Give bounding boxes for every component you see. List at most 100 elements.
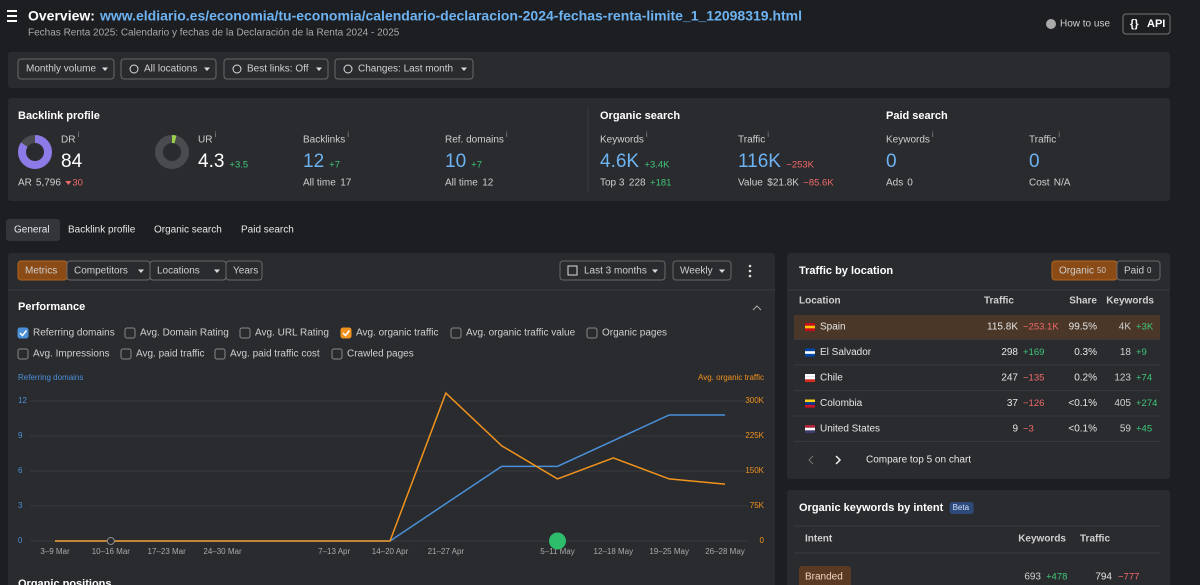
metric-value: 10 — [445, 151, 466, 172]
metric-sub-value: 12 — [482, 178, 494, 189]
filter-button[interactable] — [120, 58, 217, 80]
toggle-label: Organic — [1059, 266, 1094, 277]
prev-button[interactable] — [808, 455, 814, 465]
y2-tick-label: 150K — [745, 466, 764, 475]
traffic-change: −126 — [1023, 398, 1044, 409]
location-name: Chile — [820, 373, 843, 384]
metric-sub-change: −85.6K — [803, 178, 834, 189]
toggle-button[interactable] — [1116, 260, 1161, 281]
metric-sub-value: 5,796 — [36, 178, 61, 189]
next-button[interactable] — [835, 455, 842, 465]
y2-tick-label: 75K — [750, 501, 765, 510]
filter-button[interactable] — [223, 58, 329, 80]
tab-active[interactable] — [6, 219, 60, 241]
series-line — [55, 391, 726, 542]
x-tick-label: 5–11 May — [540, 547, 575, 556]
tab[interactable]: Organic search — [154, 225, 222, 236]
badge-label: Beta — [953, 503, 970, 512]
event-marker[interactable] — [549, 532, 566, 550]
toolbar-button[interactable] — [225, 260, 263, 281]
page-url[interactable]: www.eldiario.es/economia/tu-economia/cal… — [99, 8, 802, 24]
y-tick-label: 6 — [18, 466, 23, 475]
metric-value: 0 — [886, 151, 897, 172]
keywords-value: 4K — [1119, 322, 1132, 333]
checkbox-label: Avg. paid traffic — [136, 349, 205, 360]
metric-value: 4.3 — [198, 151, 224, 172]
info-icon: i — [77, 130, 79, 139]
location-name: El Salvador — [820, 347, 872, 358]
x-tick-label: 7–13 Apr — [318, 547, 350, 556]
x-tick-label: 19–25 May — [649, 547, 689, 556]
location-name: United States — [820, 424, 880, 435]
keywords-value: 123 — [1114, 373, 1131, 384]
chart-panel — [8, 253, 775, 585]
caret — [102, 67, 108, 71]
section-title: Paid search — [886, 110, 948, 122]
checkbox[interactable] — [120, 348, 132, 360]
metric-sub-label: Cost — [1029, 178, 1050, 189]
more-icon — [748, 269, 752, 273]
tab[interactable]: Backlink profile — [68, 225, 136, 236]
keywords-change: +9 — [1136, 347, 1147, 358]
filter-button[interactable] — [334, 58, 474, 80]
x-tick-label: 10–16 Mar — [92, 547, 131, 556]
filter-label: Best links: Off — [247, 64, 309, 75]
traffic-value: 298 — [1001, 347, 1018, 358]
checkbox[interactable] — [17, 327, 29, 339]
checkbox[interactable] — [239, 327, 251, 339]
column-header: Location — [799, 296, 841, 307]
more-icon — [748, 274, 752, 278]
range-label: Last 3 months — [584, 266, 647, 277]
flag — [805, 402, 815, 405]
caret — [719, 269, 725, 273]
metric-change: −253K — [786, 160, 814, 171]
interval-button[interactable] — [672, 260, 732, 281]
checkbox-label: Organic pages — [602, 328, 667, 339]
flag — [805, 323, 815, 326]
info-icon: i — [646, 130, 648, 139]
share-value: 99.5% — [1069, 322, 1097, 333]
keywords-value: 693 — [1024, 572, 1041, 583]
toggle-count: 0 — [1147, 266, 1152, 275]
page-title: Overview: — [28, 8, 95, 24]
tab[interactable]: Paid search — [241, 225, 294, 236]
section-title: Performance — [18, 301, 85, 313]
filter-button[interactable] — [17, 58, 115, 80]
y-tick-label: 9 — [18, 431, 23, 440]
checkbox[interactable] — [331, 348, 343, 360]
how-to-use-link[interactable]: How to use — [1060, 19, 1110, 30]
metric-sub-label: AR — [18, 178, 32, 189]
annotation-marker[interactable] — [106, 537, 115, 545]
range-button[interactable] — [559, 260, 666, 281]
info-icon: i — [214, 130, 216, 139]
y2-tick-label: 0 — [760, 536, 765, 545]
checkbox[interactable] — [586, 327, 598, 339]
metric-label: Traffic — [738, 135, 765, 146]
toggle-label: Paid — [1124, 266, 1144, 277]
checkbox[interactable] — [214, 348, 226, 360]
flag — [805, 325, 815, 329]
flag — [805, 351, 815, 354]
y2-tick-label: 225K — [745, 431, 764, 440]
section-title: Organic positions — [18, 578, 112, 585]
checkbox[interactable] — [340, 327, 352, 339]
flag — [805, 399, 815, 403]
check — [342, 330, 351, 337]
caret — [316, 67, 322, 71]
x-tick-label: 14–20 Apr — [372, 547, 409, 556]
api-button[interactable] — [1122, 13, 1171, 35]
flag — [805, 425, 815, 428]
filter-icon — [232, 64, 242, 74]
api-button-label: API — [1147, 18, 1165, 30]
metric-label: Backlinks — [303, 135, 345, 146]
traffic-value: 794 — [1095, 572, 1112, 583]
traffic-change: −3 — [1023, 424, 1034, 435]
checkbox[interactable] — [17, 348, 29, 360]
checkbox[interactable] — [124, 327, 136, 339]
tab[interactable]: General — [14, 225, 50, 236]
location-panel — [787, 253, 1170, 479]
metric-sub-value: $21.8K — [767, 178, 799, 189]
compare-link[interactable]: Compare top 5 on chart — [866, 455, 971, 466]
checkbox[interactable] — [450, 327, 462, 339]
